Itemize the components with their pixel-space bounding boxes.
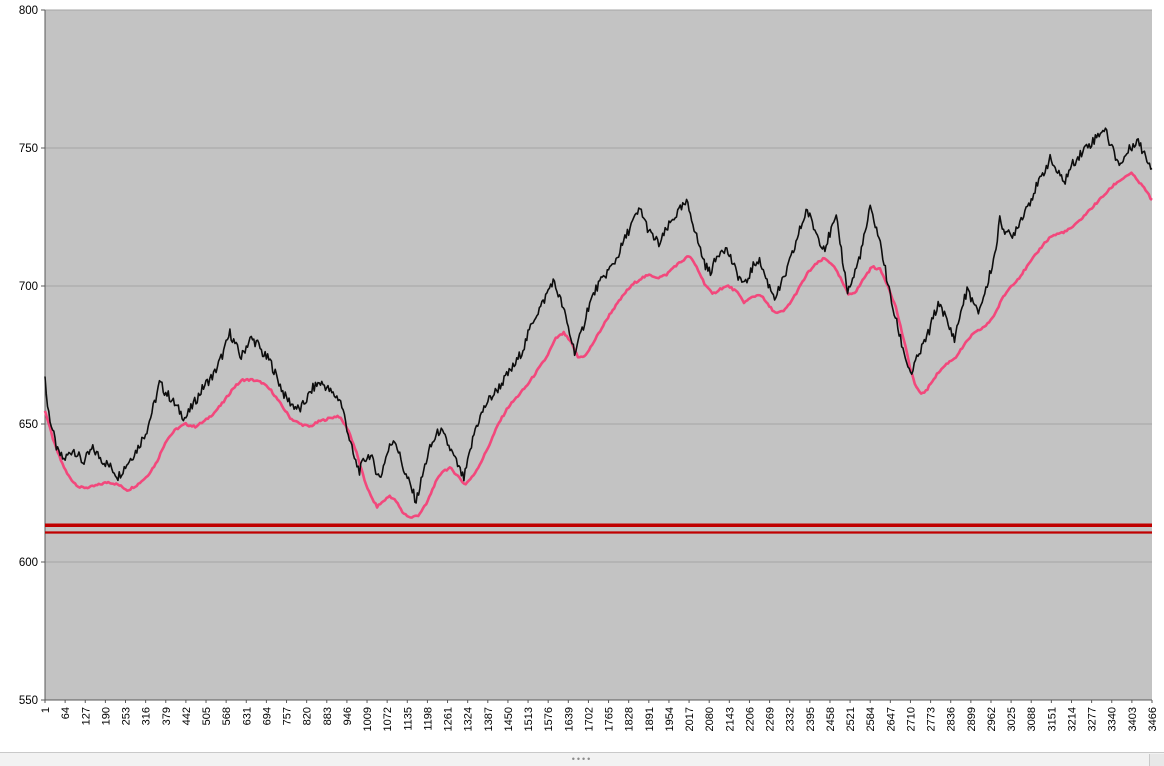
- x-tick-label: 3466: [1147, 707, 1159, 731]
- x-tick-label: 1135: [402, 707, 414, 731]
- x-tick-label: 505: [201, 707, 213, 725]
- x-tick-label: 694: [261, 707, 273, 725]
- y-tick-label: 550: [19, 695, 38, 707]
- x-tick-label: 820: [302, 707, 314, 725]
- x-tick-label: 316: [141, 707, 153, 725]
- x-tick-label: 1639: [563, 707, 575, 731]
- plot-area: [45, 10, 1152, 700]
- x-tick-label: 2836: [946, 707, 958, 731]
- x-tick-label: 379: [161, 707, 173, 725]
- x-tick-label: 1198: [422, 707, 434, 731]
- x-tick-label: 3151: [1046, 707, 1058, 731]
- x-tick-label: 1576: [543, 707, 555, 731]
- x-tick-label: 2899: [966, 707, 978, 731]
- y-tick-label: 750: [19, 143, 38, 155]
- x-tick-label: 2080: [704, 707, 716, 731]
- x-tick-label: 2332: [785, 707, 797, 731]
- x-tick-label: 1324: [463, 707, 475, 731]
- x-tick-label: 2521: [845, 707, 857, 731]
- x-tick-label: 1387: [483, 707, 495, 731]
- y-tick-label: 650: [19, 419, 38, 431]
- x-tick-label: 1072: [382, 707, 394, 731]
- x-tick-label: 1891: [644, 707, 656, 731]
- x-tick-label: 190: [100, 707, 112, 725]
- black-series-line: [44, 127, 1153, 504]
- y-tick-label: 700: [19, 281, 38, 293]
- x-tick-label: 1702: [583, 707, 595, 731]
- x-tick-label: 3214: [1066, 707, 1078, 731]
- y-tick-label: 600: [19, 557, 38, 569]
- x-tick-label: 946: [342, 707, 354, 725]
- x-tick-label: 2773: [926, 707, 938, 731]
- x-tick-label: 127: [80, 707, 92, 725]
- x-tick-label: 883: [322, 707, 334, 725]
- x-tick-label: 1828: [624, 707, 636, 731]
- x-tick-label: 2269: [765, 707, 777, 731]
- x-tick-label: 3025: [1006, 707, 1018, 731]
- x-axis-labels: 1 64 127 190 253 316 379 442 505 568 631 694 757 820 8…: [40, 700, 1159, 731]
- y-tick-label: 800: [19, 5, 38, 17]
- x-tick-label: 631: [241, 707, 253, 725]
- x-tick-label: 1954: [664, 707, 676, 731]
- x-tick-label: 1513: [523, 707, 535, 731]
- x-tick-label: 2017: [684, 707, 696, 731]
- x-tick-label: 253: [121, 707, 133, 725]
- x-tick-label: 2395: [805, 707, 817, 731]
- x-tick-label: 3277: [1087, 707, 1099, 731]
- x-tick-label: 757: [282, 707, 294, 725]
- x-tick-label: 3403: [1127, 707, 1139, 731]
- x-tick-label: 2584: [865, 707, 877, 731]
- x-tick-label: 2143: [724, 707, 736, 731]
- y-axis-labels: 550 600 650 700 750 800: [19, 5, 45, 707]
- x-tick-label: 64: [60, 707, 72, 719]
- x-tick-label: 3088: [1026, 707, 1038, 731]
- bottom-scrollbar[interactable]: ••••: [0, 752, 1164, 766]
- x-tick-label: 1009: [362, 707, 374, 731]
- scrollbar-corner: [1149, 754, 1164, 766]
- x-tick-label: 1765: [604, 707, 616, 731]
- x-tick-label: 568: [221, 707, 233, 725]
- x-tick-label: 1261: [443, 707, 455, 731]
- x-tick-label: 2647: [885, 707, 897, 731]
- scrollbar-drag-handle-icon[interactable]: ••••: [571, 754, 593, 764]
- x-tick-label: 1: [40, 707, 52, 713]
- x-tick-label: 2206: [744, 707, 756, 731]
- x-tick-label: 2710: [905, 707, 917, 731]
- x-tick-label: 2962: [986, 707, 998, 731]
- x-tick-label: 1450: [503, 707, 515, 731]
- x-tick-label: 3340: [1107, 707, 1119, 731]
- x-tick-label: 442: [181, 707, 193, 725]
- reference-lines: [45, 523, 1152, 534]
- x-tick-label: 2458: [825, 707, 837, 731]
- pink-series-line: [43, 171, 1153, 519]
